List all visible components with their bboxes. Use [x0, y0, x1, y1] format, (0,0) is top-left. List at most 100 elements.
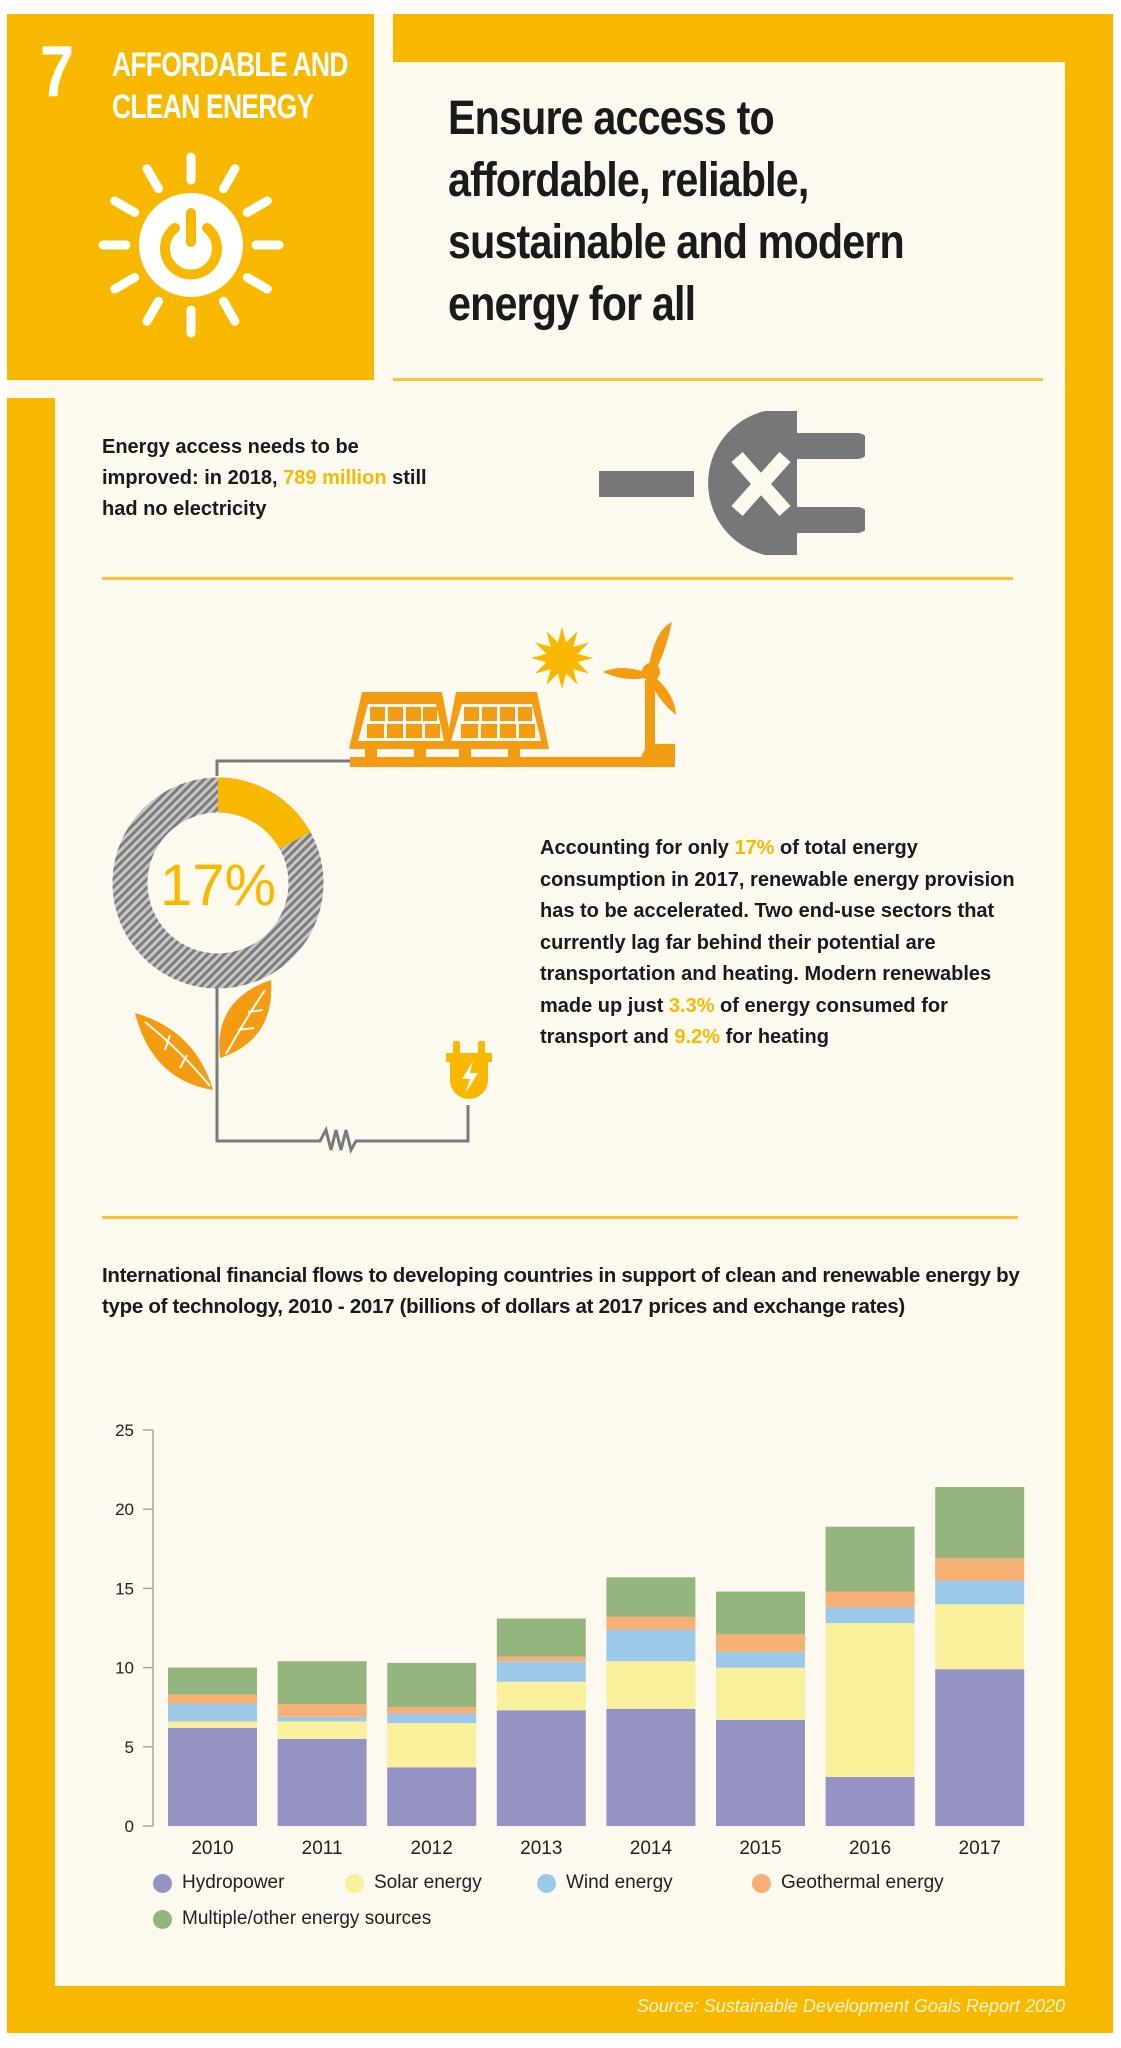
headline-line: sustainable and modern — [448, 216, 905, 269]
bar-segment — [825, 1526, 915, 1592]
x-tick-label: 2010 — [191, 1838, 233, 1859]
bar-segment — [716, 1667, 805, 1720]
x-tick-label: 2015 — [739, 1838, 781, 1859]
svg-text:25: 25 — [115, 1421, 134, 1440]
bar-segment — [168, 1721, 257, 1728]
donut-chart: 17% — [112, 777, 324, 989]
bar-segment — [606, 1616, 696, 1630]
x-tick-label: 2011 — [302, 1838, 343, 1859]
x-tick-label: 2016 — [849, 1838, 891, 1859]
svg-text:15: 15 — [115, 1579, 134, 1598]
x-tick-label: 2012 — [411, 1838, 453, 1859]
source-note: Source: Sustainable Development Goals Re… — [636, 1996, 1065, 2016]
bar-segment — [168, 1704, 257, 1722]
bar-segment — [277, 1738, 367, 1826]
sun-icon — [531, 627, 593, 689]
legend-swatch-icon — [153, 1873, 172, 1893]
legend-item: Wind energy — [537, 1872, 673, 1894]
bar-segment — [935, 1669, 1025, 1826]
legend-label: Geothermal energy — [781, 1872, 944, 1893]
bar-segment — [496, 1661, 586, 1682]
renewables-text-part: of total energy consumption in 2017, ren… — [540, 837, 1015, 1017]
divider — [102, 1216, 1018, 1219]
legend-label: Hydropower — [182, 1872, 285, 1893]
bar-segment — [277, 1721, 367, 1739]
legend-swatch-icon — [345, 1873, 364, 1893]
renewables-text-part: for heating — [720, 1026, 829, 1048]
frame-left-band — [7, 398, 55, 2033]
chart-title: International financial flows to develop… — [102, 1264, 1020, 1318]
bar-2013 — [496, 1618, 586, 1826]
wind-turbine-icon — [603, 622, 676, 767]
bar-segment — [387, 1707, 477, 1714]
goal-title-line-2: CLEAN ENERGY — [112, 88, 314, 126]
bar-segment — [606, 1577, 696, 1617]
bar-segment — [825, 1607, 915, 1624]
leaf-icon — [135, 980, 272, 1090]
x-tick-label: 2013 — [520, 1838, 562, 1859]
bar-segment — [496, 1710, 586, 1826]
sun-power-icon — [98, 152, 284, 338]
bar-segment — [277, 1704, 367, 1717]
legend-item: Hydropower — [153, 1872, 284, 1894]
renewables-text-part: of energy consumed for transport and — [540, 994, 948, 1049]
renewables-highlight: 17% — [734, 837, 775, 859]
bar-2017 — [935, 1487, 1025, 1826]
bar-2012 — [387, 1662, 477, 1826]
legend-item: Geothermal energy — [752, 1872, 944, 1894]
bar-segment — [168, 1694, 257, 1705]
legend-swatch-icon — [153, 1909, 172, 1929]
bar-2014 — [606, 1577, 696, 1826]
legend-item: Multiple/other energy sources — [153, 1908, 431, 1930]
bar-segment — [935, 1604, 1025, 1670]
bar-segment — [716, 1634, 805, 1652]
goal-title: AFFORDABLE AND CLEAN ENERGY — [112, 44, 348, 128]
bar-segment — [935, 1580, 1025, 1605]
bar-2011 — [277, 1661, 367, 1826]
bar-segment — [387, 1723, 477, 1768]
svg-text:0: 0 — [125, 1817, 134, 1836]
headline-line: Ensure access to — [448, 92, 775, 145]
legend-swatch-icon — [537, 1873, 556, 1893]
access-text-part: still had no electricity — [102, 467, 427, 520]
legend-swatch-icon — [752, 1873, 771, 1893]
legend-item: Solar energy — [345, 1872, 482, 1894]
bar-segment — [387, 1662, 477, 1708]
bar-segment — [716, 1719, 805, 1826]
x-tick-label: 2017 — [959, 1838, 1001, 1859]
bar-segment — [935, 1487, 1025, 1559]
bar-segment — [168, 1727, 257, 1826]
frame-right-band — [1065, 14, 1113, 2033]
bar-segment — [496, 1656, 586, 1662]
bar-segment — [606, 1629, 696, 1662]
bar-segment — [825, 1591, 915, 1608]
bar-segment — [606, 1708, 696, 1826]
renewables-text: Accounting for only 17% of total energy … — [540, 833, 1030, 1054]
donut-label: 17% — [160, 853, 276, 918]
goal-number: 7 — [40, 32, 74, 112]
legend-label: Solar energy — [374, 1872, 482, 1893]
page-title: Ensure access to affordable, reliable, s… — [448, 88, 905, 336]
svg-text:20: 20 — [115, 1500, 134, 1519]
legend-label: Wind energy — [566, 1872, 673, 1893]
stacked-bar-chart: 0 5 10 15 20 25 2010 2011 2012 2013 2014 2015 2016 2… — [115, 1421, 1025, 1859]
bar-segment — [825, 1623, 915, 1777]
energy-access-text: Energy access needs to be improved: in 2… — [102, 432, 442, 525]
frame-bottom-band — [7, 1986, 1113, 2033]
renewables-highlight: 9.2% — [674, 1026, 721, 1048]
bar-segment — [387, 1767, 477, 1826]
bar-segment — [277, 1661, 367, 1705]
bar-segment — [496, 1681, 586, 1711]
bar-2015 — [716, 1591, 805, 1826]
bar-segment — [277, 1716, 367, 1722]
electric-plug-icon — [446, 1041, 492, 1099]
renewables-highlight: 3.3% — [668, 994, 715, 1017]
frame-top-band — [393, 14, 1113, 62]
access-highlight: 789 million — [283, 467, 387, 489]
headline-line: energy for all — [448, 278, 696, 331]
bar-segment — [716, 1591, 805, 1635]
svg-text:10: 10 — [115, 1659, 134, 1678]
bar-2010 — [168, 1667, 257, 1826]
svg-text:5: 5 — [125, 1738, 134, 1757]
legend-label: Multiple/other energy sources — [182, 1908, 432, 1929]
